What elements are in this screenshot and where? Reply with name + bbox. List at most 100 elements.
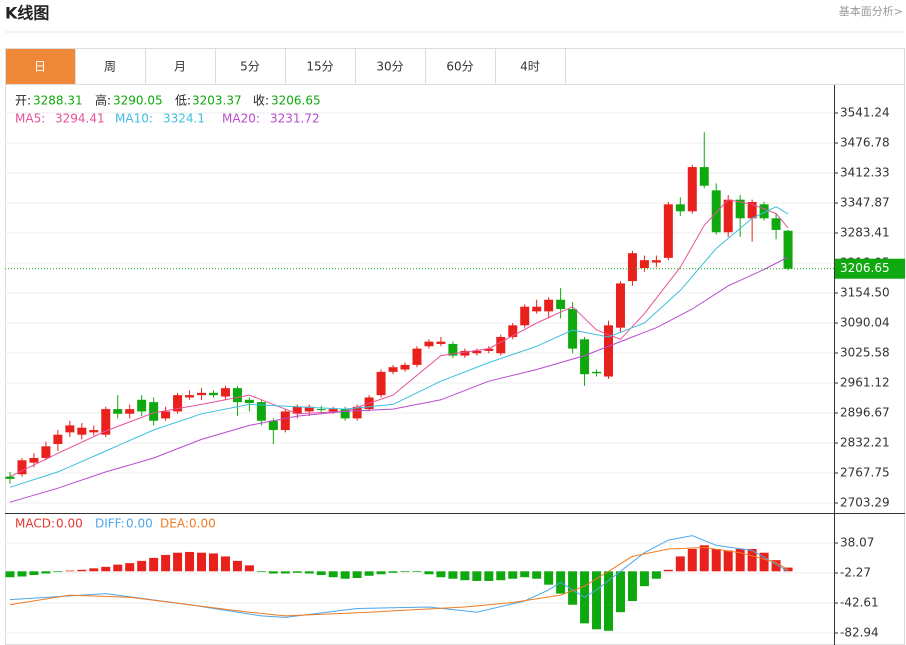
macd-legend-value: 0.00 <box>56 517 83 531</box>
tab-bg[interactable] <box>495 48 566 85</box>
macd-bar <box>208 553 218 572</box>
candle-body <box>711 190 721 233</box>
macd-bar <box>759 552 769 572</box>
macd-bar <box>340 571 350 579</box>
candle-body <box>53 434 63 445</box>
macd-bar <box>29 571 39 576</box>
y-tick-label: -42.61 <box>840 595 879 609</box>
candle-body <box>17 460 27 475</box>
candle-body <box>472 350 482 354</box>
ohlc-value: 3206.65 <box>271 94 321 108</box>
macd-bar <box>352 571 362 578</box>
candle-body <box>244 399 254 404</box>
tab-label[interactable]: 30分 <box>376 60 403 74</box>
candle-body <box>448 343 458 356</box>
ohlc-value: 3288.31 <box>33 94 83 108</box>
macd-bar <box>17 571 27 577</box>
y-tick-label: 2896.67 <box>840 405 890 419</box>
tab-label[interactable]: 日 <box>34 60 46 74</box>
ma-line <box>9 256 789 503</box>
candle-body <box>532 306 542 312</box>
fundamental-link[interactable]: 基本面分析> <box>839 4 903 18</box>
candle-body <box>113 409 123 414</box>
macd-bar <box>675 556 685 572</box>
tab-label[interactable]: 4时 <box>520 60 540 74</box>
candle-body <box>460 350 470 356</box>
macd-bar <box>268 571 278 574</box>
tab-bg[interactable] <box>5 48 76 85</box>
macd-bar <box>292 571 302 573</box>
macd-bar <box>639 571 649 587</box>
tab-label[interactable]: 60分 <box>446 60 473 74</box>
candle-body <box>388 367 398 372</box>
tab-label[interactable]: 15分 <box>306 60 333 74</box>
macd-bar <box>663 569 673 572</box>
tab-bg[interactable] <box>75 48 146 85</box>
candle-body <box>735 199 745 219</box>
candle-body <box>41 446 51 458</box>
macd-bar <box>376 571 386 575</box>
candle-body <box>89 430 99 433</box>
macd-bar <box>125 563 135 572</box>
candle-body <box>544 299 554 312</box>
macd-bar <box>197 552 207 572</box>
macd-bar <box>185 551 195 572</box>
tab-label[interactable]: 月 <box>174 60 186 74</box>
macd-bar <box>316 571 326 576</box>
candle-body <box>759 204 769 219</box>
macd-bar <box>400 571 410 573</box>
candle-body <box>520 306 530 326</box>
macd-bar <box>436 571 446 578</box>
macd-bar <box>232 560 242 572</box>
macd-bar <box>651 571 661 579</box>
candle-body <box>208 392 218 396</box>
y-tick-label: 3090.04 <box>840 315 890 329</box>
candle-body <box>232 388 242 403</box>
ohlc-label: 收: <box>253 94 269 108</box>
candle-body <box>220 388 230 397</box>
tab-label[interactable]: 周 <box>104 60 116 74</box>
candle-body <box>149 402 159 421</box>
candle-body <box>675 204 685 212</box>
macd-bar <box>328 571 338 578</box>
candle-body <box>556 299 566 310</box>
candle-body <box>125 409 135 414</box>
macd-bar <box>364 571 374 576</box>
y-tick-label: 2832.21 <box>840 435 890 449</box>
macd-bar <box>448 571 458 579</box>
macd-bar <box>544 571 554 585</box>
macd-bar <box>508 571 518 579</box>
y-tick-label: 3347.87 <box>840 195 890 209</box>
macd-bar <box>304 571 314 574</box>
candle-body <box>185 395 195 398</box>
macd-bar <box>137 560 147 572</box>
macd-bar <box>113 564 123 572</box>
macd-bar <box>220 556 230 572</box>
tab-bg[interactable] <box>285 48 356 85</box>
candle-body <box>77 427 87 435</box>
ma-legend-label: MA5: <box>15 112 45 126</box>
macd-bar <box>101 566 111 572</box>
macd-bar <box>472 571 482 581</box>
y-tick-label: 2961.12 <box>840 375 890 389</box>
candle-body <box>747 202 757 219</box>
tab-label[interactable]: 5分 <box>240 60 260 74</box>
candle-body <box>508 325 518 337</box>
macd-line <box>9 546 789 617</box>
ohlc-value: 3203.37 <box>192 94 242 108</box>
candle-body <box>316 409 326 411</box>
candle-body <box>699 167 709 186</box>
macd-bar <box>747 548 757 572</box>
candle-body <box>723 199 733 233</box>
y-tick-label: 3412.33 <box>840 165 890 179</box>
candle-body <box>304 406 314 412</box>
candle-body <box>592 371 602 374</box>
price-tag-label: 3206.65 <box>840 261 890 275</box>
candle-body <box>627 253 637 282</box>
candle-body <box>5 476 15 479</box>
candle-body <box>568 309 578 349</box>
candle-body <box>65 425 75 433</box>
candle-body <box>663 204 673 258</box>
candle-body <box>292 406 302 414</box>
candle-body <box>376 371 386 396</box>
